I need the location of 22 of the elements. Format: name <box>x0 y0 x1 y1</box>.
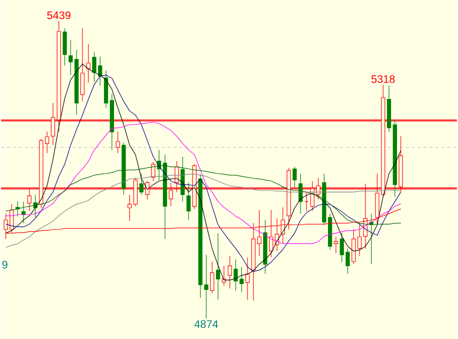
candlestick <box>357 224 362 256</box>
candlestick <box>86 44 90 83</box>
candlestick <box>245 256 250 300</box>
candlestick <box>21 201 26 224</box>
candlestick <box>80 28 85 102</box>
candlestick <box>334 236 338 254</box>
candlestick <box>216 232 220 300</box>
candlestick <box>128 194 132 222</box>
candlestick <box>50 102 56 146</box>
candlestick <box>162 154 168 240</box>
candlestick <box>186 182 191 220</box>
annotation: 5318 <box>371 75 395 83</box>
annotation: 4874 <box>194 320 218 328</box>
candlestick <box>328 213 332 250</box>
candlestick <box>68 39 73 76</box>
annotation: 9 <box>2 260 8 268</box>
candlestick <box>74 49 79 115</box>
candlestick <box>263 220 268 274</box>
candlestick <box>386 85 392 132</box>
candlestick <box>104 70 108 108</box>
annotation: 5439 <box>47 11 70 19</box>
candlestick <box>228 255 232 289</box>
